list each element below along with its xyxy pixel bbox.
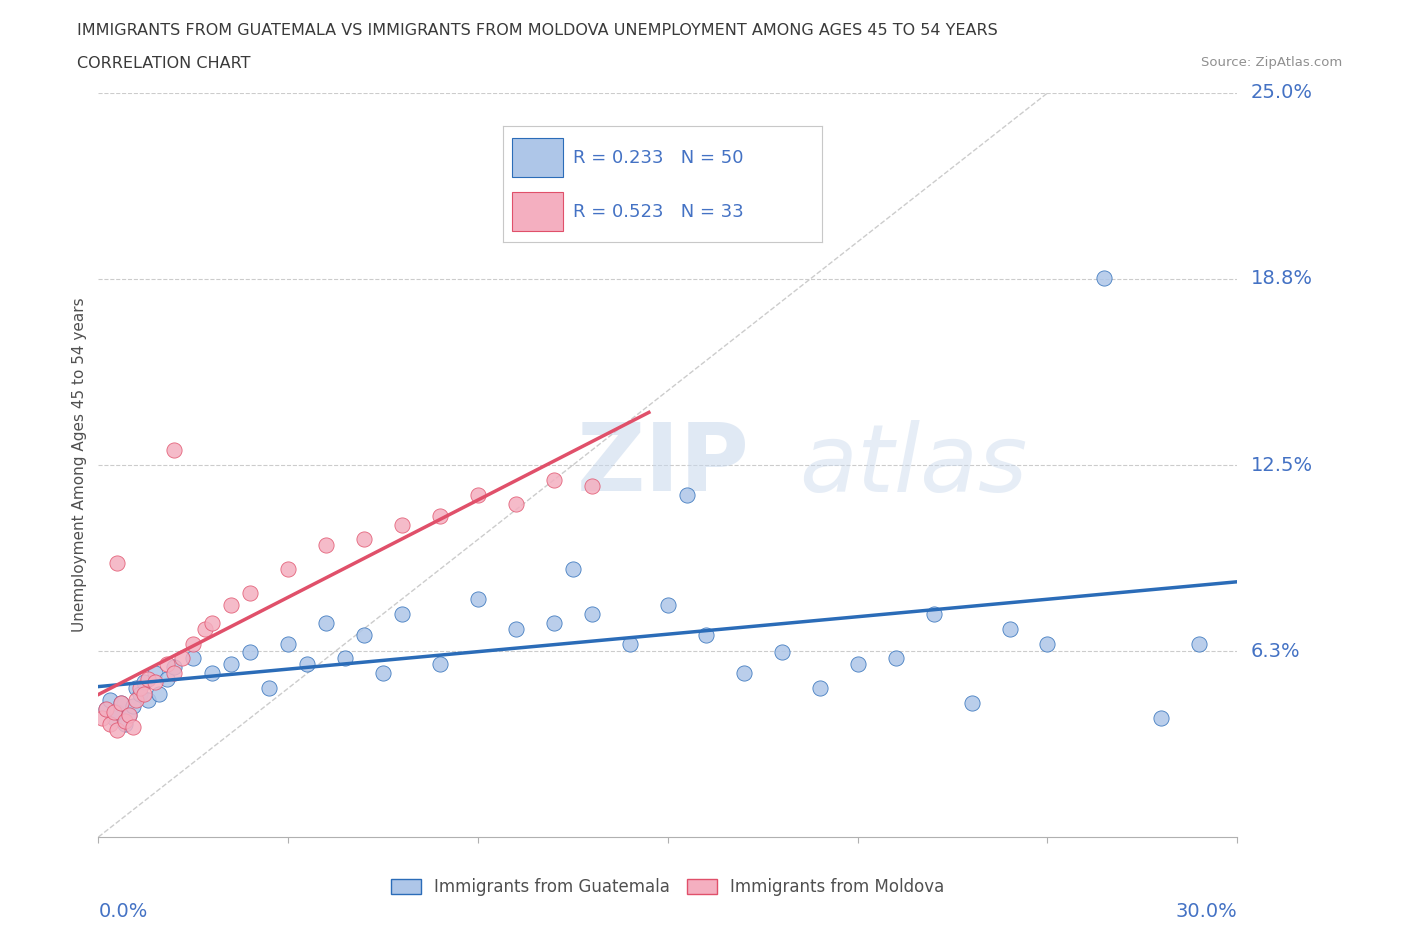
Point — [429, 508, 451, 523]
Point — [103, 711, 125, 725]
Point — [808, 681, 831, 696]
Point — [429, 657, 451, 671]
Point — [884, 651, 907, 666]
Point — [114, 716, 136, 731]
Point — [221, 657, 243, 671]
Point — [170, 651, 193, 666]
Text: Source: ZipAtlas.com: Source: ZipAtlas.com — [1202, 56, 1343, 69]
Point — [110, 696, 132, 711]
Point — [118, 708, 141, 723]
Point — [619, 636, 641, 651]
Point — [277, 636, 299, 651]
Point — [136, 693, 159, 708]
Point — [335, 651, 357, 666]
Point — [94, 701, 117, 716]
Point — [259, 681, 281, 696]
Point — [676, 487, 699, 502]
Point — [201, 616, 224, 631]
Point — [163, 666, 186, 681]
Point — [98, 693, 121, 708]
Text: IMMIGRANTS FROM GUATEMALA VS IMMIGRANTS FROM MOLDOVA UNEMPLOYMENT AMONG AGES 45 : IMMIGRANTS FROM GUATEMALA VS IMMIGRANTS … — [77, 23, 998, 38]
Point — [467, 591, 489, 606]
Point — [103, 705, 125, 720]
Point — [121, 698, 143, 713]
Text: 18.8%: 18.8% — [1251, 270, 1313, 288]
Point — [107, 556, 129, 571]
Point — [194, 621, 217, 636]
Point — [136, 671, 159, 686]
Text: 30.0%: 30.0% — [1175, 902, 1237, 922]
Point — [581, 606, 603, 621]
Point — [543, 616, 565, 631]
Point — [239, 586, 262, 601]
Point — [201, 666, 224, 681]
Text: CORRELATION CHART: CORRELATION CHART — [77, 56, 250, 71]
Point — [129, 681, 152, 696]
Point — [114, 713, 136, 728]
Point — [733, 666, 755, 681]
Point — [391, 517, 413, 532]
Text: atlas: atlas — [799, 419, 1026, 511]
Point — [156, 657, 179, 671]
Point — [163, 443, 186, 458]
Text: 6.3%: 6.3% — [1251, 642, 1301, 660]
Text: 0.0%: 0.0% — [98, 902, 148, 922]
Y-axis label: Unemployment Among Ages 45 to 54 years: Unemployment Among Ages 45 to 54 years — [72, 298, 87, 632]
Point — [132, 675, 155, 690]
Point — [505, 497, 527, 512]
Point — [353, 532, 375, 547]
Point — [129, 686, 152, 701]
Point — [960, 696, 983, 711]
Point — [132, 686, 155, 701]
Point — [695, 627, 717, 642]
Point — [315, 538, 337, 552]
Point — [467, 487, 489, 502]
Point — [118, 708, 141, 723]
Point — [94, 701, 117, 716]
Point — [110, 696, 132, 711]
Point — [998, 621, 1021, 636]
Point — [391, 606, 413, 621]
Point — [107, 705, 129, 720]
Point — [145, 675, 167, 690]
Point — [846, 657, 869, 671]
Point — [922, 606, 945, 621]
Point — [183, 636, 205, 651]
Legend: Immigrants from Guatemala, Immigrants from Moldova: Immigrants from Guatemala, Immigrants fr… — [384, 871, 952, 903]
Point — [148, 686, 170, 701]
Point — [657, 597, 679, 612]
Point — [1150, 711, 1173, 725]
Point — [297, 657, 319, 671]
Point — [1036, 636, 1059, 651]
Text: ZIP: ZIP — [576, 419, 749, 511]
Point — [145, 666, 167, 681]
Point — [107, 723, 129, 737]
Point — [505, 621, 527, 636]
Point — [353, 627, 375, 642]
Point — [277, 562, 299, 577]
Point — [183, 651, 205, 666]
Text: 25.0%: 25.0% — [1251, 84, 1313, 102]
Point — [156, 671, 179, 686]
Point — [770, 645, 793, 660]
Point — [91, 711, 114, 725]
Point — [125, 681, 148, 696]
Point — [221, 597, 243, 612]
Point — [125, 693, 148, 708]
Point — [163, 660, 186, 675]
Point — [371, 666, 394, 681]
Point — [1188, 636, 1211, 651]
Point — [1094, 270, 1116, 285]
Point — [239, 645, 262, 660]
Point — [562, 562, 585, 577]
Point — [315, 616, 337, 631]
Point — [543, 472, 565, 487]
Text: 12.5%: 12.5% — [1251, 456, 1313, 474]
Point — [121, 720, 143, 735]
Point — [581, 478, 603, 493]
Point — [98, 716, 121, 731]
